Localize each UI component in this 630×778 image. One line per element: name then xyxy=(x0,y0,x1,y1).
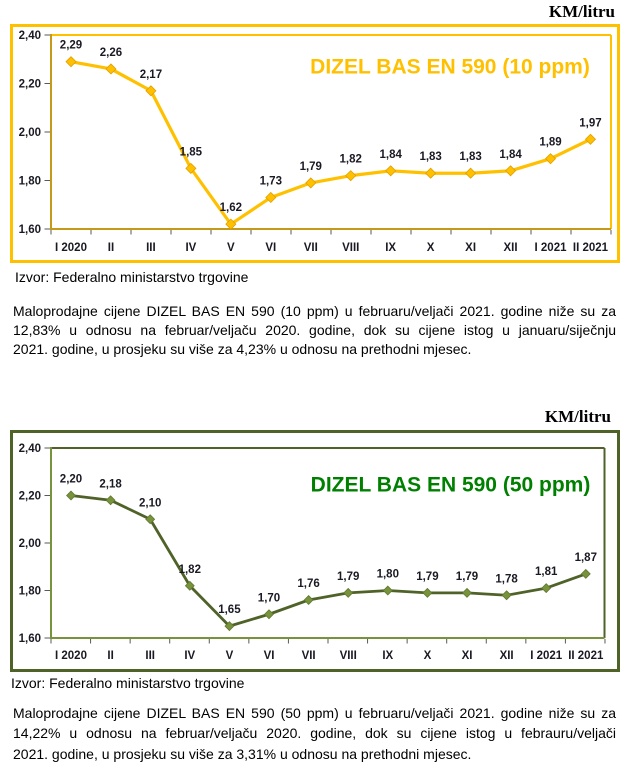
svg-text:III: III xyxy=(146,242,156,254)
svg-text:1,87: 1,87 xyxy=(575,552,597,564)
svg-text:1,79: 1,79 xyxy=(300,161,322,173)
svg-text:2,40: 2,40 xyxy=(19,443,41,455)
svg-text:VIII: VIII xyxy=(342,242,359,254)
svg-text:2,26: 2,26 xyxy=(100,47,122,59)
svg-text:1,70: 1,70 xyxy=(258,592,280,604)
svg-text:1,79: 1,79 xyxy=(337,571,359,583)
svg-text:II 2021: II 2021 xyxy=(573,242,609,254)
svg-text:I 2020: I 2020 xyxy=(55,242,87,254)
svg-text:2,40: 2,40 xyxy=(19,30,41,42)
svg-text:2,00: 2,00 xyxy=(19,538,41,550)
svg-text:1,78: 1,78 xyxy=(495,573,518,585)
svg-text:2,20: 2,20 xyxy=(19,79,41,91)
svg-text:1,73: 1,73 xyxy=(260,175,282,187)
svg-text:DIZEL BAS EN 590 (50 ppm): DIZEL BAS EN 590 (50 ppm) xyxy=(311,474,591,497)
svg-text:I 2020: I 2020 xyxy=(55,650,87,662)
svg-text:II 2021: II 2021 xyxy=(568,650,604,662)
svg-text:1,84: 1,84 xyxy=(499,149,522,161)
svg-text:1,60: 1,60 xyxy=(19,633,41,645)
svg-text:V: V xyxy=(226,650,234,662)
svg-text:III: III xyxy=(145,650,155,662)
svg-text:1,60: 1,60 xyxy=(19,224,41,236)
svg-text:2,00: 2,00 xyxy=(19,127,41,139)
svg-text:IX: IX xyxy=(385,242,396,254)
svg-text:XII: XII xyxy=(500,650,514,662)
svg-text:1,80: 1,80 xyxy=(19,176,41,188)
svg-text:IV: IV xyxy=(185,242,196,254)
svg-text:1,62: 1,62 xyxy=(220,202,242,214)
svg-text:1,81: 1,81 xyxy=(535,566,558,578)
svg-text:VII: VII xyxy=(302,650,316,662)
svg-text:1,65: 1,65 xyxy=(218,604,241,616)
svg-text:1,82: 1,82 xyxy=(179,564,201,576)
svg-text:XI: XI xyxy=(462,650,473,662)
svg-text:1,85: 1,85 xyxy=(180,146,203,158)
svg-text:1,82: 1,82 xyxy=(340,154,362,166)
svg-text:1,89: 1,89 xyxy=(539,137,561,149)
svg-text:1,97: 1,97 xyxy=(579,117,601,129)
svg-text:1,83: 1,83 xyxy=(419,151,441,163)
svg-text:VI: VI xyxy=(264,650,275,662)
svg-text:1,80: 1,80 xyxy=(377,569,399,581)
svg-text:I 2021: I 2021 xyxy=(530,650,563,662)
svg-text:IX: IX xyxy=(382,650,393,662)
svg-text:1,83: 1,83 xyxy=(459,151,481,163)
svg-text:2,18: 2,18 xyxy=(99,478,122,490)
svg-text:XI: XI xyxy=(465,242,476,254)
svg-text:2,29: 2,29 xyxy=(60,40,82,52)
svg-text:1,84: 1,84 xyxy=(379,149,402,161)
svg-text:II: II xyxy=(107,650,113,662)
svg-text:1,80: 1,80 xyxy=(19,586,41,598)
svg-text:X: X xyxy=(424,650,432,662)
svg-text:I 2021: I 2021 xyxy=(535,242,568,254)
svg-text:DIZEL BAS EN 590 (10 ppm): DIZEL BAS EN 590 (10 ppm) xyxy=(310,56,590,79)
svg-text:1,79: 1,79 xyxy=(456,571,478,583)
svg-text:VIII: VIII xyxy=(340,650,357,662)
svg-text:II: II xyxy=(108,242,114,254)
svg-text:2,20: 2,20 xyxy=(60,474,82,486)
svg-text:2,10: 2,10 xyxy=(139,497,161,509)
svg-text:2,20: 2,20 xyxy=(19,491,41,503)
svg-text:VII: VII xyxy=(304,242,318,254)
svg-text:X: X xyxy=(427,242,435,254)
svg-text:1,76: 1,76 xyxy=(297,578,319,590)
svg-text:1,79: 1,79 xyxy=(416,571,438,583)
svg-text:2,17: 2,17 xyxy=(140,69,162,81)
svg-text:IV: IV xyxy=(184,650,195,662)
svg-text:XII: XII xyxy=(504,242,518,254)
svg-text:V: V xyxy=(227,242,235,254)
svg-text:VI: VI xyxy=(265,242,276,254)
